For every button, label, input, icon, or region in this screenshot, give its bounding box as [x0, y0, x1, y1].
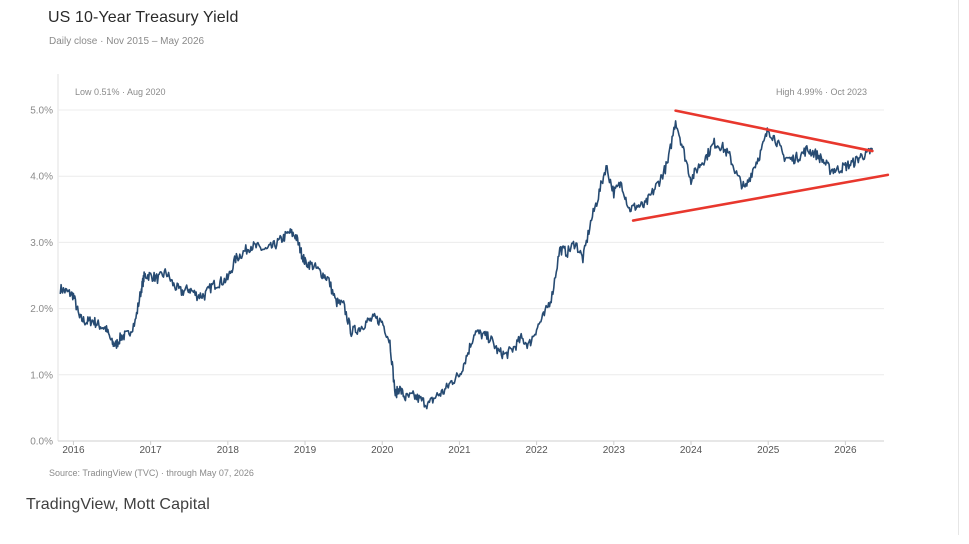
grid-lines [57, 74, 884, 442]
x-tick-label: 2024 [680, 445, 703, 456]
x-tick-label: 2023 [603, 445, 626, 456]
low-annotation: Low 0.51% · Aug 2020 [75, 87, 166, 97]
x-tick-label: 2018 [217, 445, 240, 456]
chart-subtitle: Daily close · Nov 2015 – May 2026 [49, 36, 205, 47]
y-tick-label: 0.0% [30, 437, 53, 448]
x-tick-label: 2016 [62, 445, 85, 456]
trendlines [631, 109, 890, 222]
y-tick-label: 1.0% [30, 370, 53, 381]
chart-title: US 10-Year Treasury Yield [48, 9, 239, 26]
chart-card: US 10-Year Treasury Yield Daily close · … [26, 9, 890, 513]
x-tick-label: 2026 [834, 445, 857, 456]
trendline-lower [631, 173, 890, 222]
divider [958, 0, 959, 535]
high-annotation: High 4.99% · Oct 2023 [776, 87, 867, 97]
x-tick-label: 2020 [371, 445, 394, 456]
x-tick-label: 2019 [294, 445, 317, 456]
series-line-yield [59, 120, 874, 410]
y-tick-label: 2.0% [30, 304, 53, 315]
x-tick-label: 2022 [525, 445, 548, 456]
source-note: Source: TradingView (TVC) · through May … [49, 468, 254, 478]
trendline-upper [674, 109, 874, 153]
x-tick-label: 2025 [757, 445, 780, 456]
image-credit: TradingView, Mott Capital [26, 496, 210, 513]
y-axis-ticks: 0.0% 1.0% 2.0% 3.0% 4.0% 5.0% [30, 106, 53, 448]
y-tick-label: 4.0% [30, 172, 53, 183]
y-tick-label: 5.0% [30, 106, 53, 117]
x-tick-label: 2017 [140, 445, 163, 456]
line-chart: 0.0%1.0%2.0%3.0%4.0%5.0% 2016 2017 2018 201… [30, 74, 890, 478]
y-tick-label: 3.0% [30, 238, 53, 249]
x-axis-ticks: 2016 2017 2018 2019 2020 2021 2022 2023 2024 2025… [62, 441, 857, 456]
x-tick-label: 2021 [448, 445, 471, 456]
